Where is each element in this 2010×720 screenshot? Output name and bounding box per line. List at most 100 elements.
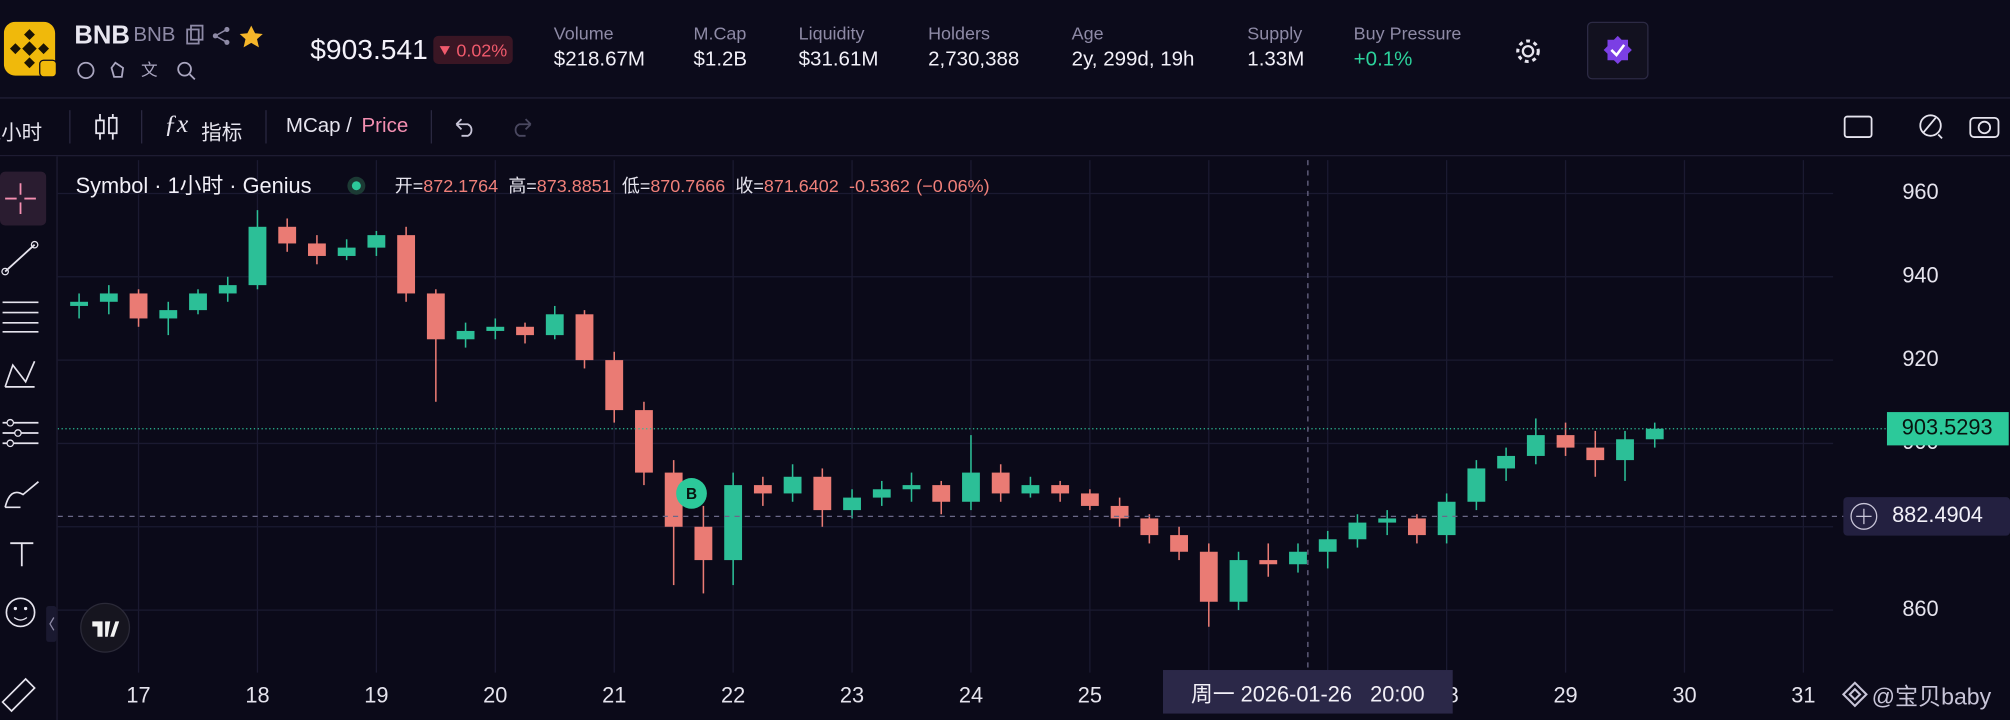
legend-label: 高= xyxy=(508,176,536,196)
drawing-tools[interactable] xyxy=(0,167,57,720)
x-tick-label: 22 xyxy=(721,683,745,708)
status-dot-inner xyxy=(351,181,361,191)
candle-body xyxy=(70,301,89,306)
token-links[interactable]: 文 xyxy=(74,59,202,82)
token-chain: BNB xyxy=(133,24,176,47)
candle-body xyxy=(1616,439,1634,461)
candle-body xyxy=(1140,518,1159,536)
stat-value: $218.67M xyxy=(553,48,646,71)
candle-body xyxy=(308,243,326,256)
x-tick-label: 25 xyxy=(1078,683,1102,708)
x-tick-label: 21 xyxy=(602,683,626,708)
candle-body xyxy=(724,485,743,561)
candle-body xyxy=(456,330,475,340)
candle-body xyxy=(367,235,386,248)
indicators-button[interactable]: 指标 xyxy=(201,122,243,145)
candle-body xyxy=(248,226,267,286)
stat-label: Liquidity xyxy=(798,23,865,44)
y-tick-label: 860 xyxy=(1902,596,1938,621)
trade-marker-label: B xyxy=(686,486,697,503)
add-alert-button[interactable] xyxy=(1850,502,1878,530)
divider xyxy=(141,110,143,144)
chart-legend: Symbol · 1小时 · Genius 开=872.1764 高=873.885… xyxy=(76,173,990,198)
candle-body xyxy=(1645,428,1664,440)
candle-body xyxy=(962,472,980,502)
price-button[interactable]: Price xyxy=(361,115,409,138)
candle-body xyxy=(189,293,207,311)
legend-value: 872.1764 xyxy=(423,176,498,196)
divider xyxy=(265,110,267,144)
stat-value: +0.1% xyxy=(1353,48,1413,71)
candle-body xyxy=(1259,560,1278,565)
tradingview-logo[interactable] xyxy=(79,602,131,653)
candle-body xyxy=(783,476,802,494)
interval-button[interactable]: 1小时 xyxy=(0,122,43,145)
candle-body xyxy=(1407,518,1426,536)
token-actions[interactable] xyxy=(185,24,267,50)
candle-body xyxy=(1556,435,1575,448)
candle-body xyxy=(1289,551,1307,565)
candle-body xyxy=(159,310,178,319)
candle-body xyxy=(575,314,594,361)
legend-value: 870.7666 xyxy=(650,176,725,196)
toolbar-right[interactable] xyxy=(1841,110,2008,143)
candle-body xyxy=(1199,551,1218,602)
header-bar xyxy=(0,0,2010,99)
candle-body xyxy=(1437,501,1456,536)
crosshair-time-box xyxy=(1163,670,1453,714)
verified-button[interactable] xyxy=(1586,21,1649,80)
candle-body xyxy=(397,235,416,294)
candle-body xyxy=(129,293,148,319)
x-tick-label: 17 xyxy=(126,683,150,708)
stat-label: Age xyxy=(1071,23,1104,44)
svg-text:文: 文 xyxy=(141,61,158,80)
chart-type-button[interactable] xyxy=(92,111,120,142)
candle-body xyxy=(813,476,832,511)
legend-value: 871.6402 xyxy=(764,176,839,196)
legend-label: 低= xyxy=(622,176,650,196)
stat-label: Supply xyxy=(1247,23,1303,44)
x-tick-label: 19 xyxy=(364,683,388,708)
add-alert-plus xyxy=(1856,508,1872,525)
watermark: @宝贝baby xyxy=(1871,684,1992,710)
candle-body xyxy=(1348,522,1367,540)
candle-body xyxy=(1080,493,1099,506)
legend-label: 开= xyxy=(395,176,423,196)
candle-body xyxy=(1586,447,1605,461)
x-tick-label: 29 xyxy=(1553,683,1577,708)
candle-body xyxy=(545,314,564,336)
candle-body xyxy=(337,247,356,256)
divider xyxy=(430,110,433,144)
mcap-button[interactable]: MCap xyxy=(285,115,341,138)
legend-label: 收= xyxy=(735,176,763,196)
candle-body xyxy=(1467,468,1486,502)
undo-redo[interactable] xyxy=(451,114,536,140)
settings-button[interactable] xyxy=(1514,37,1542,65)
x-tick-label: 20 xyxy=(483,683,507,708)
candle-body xyxy=(694,526,713,561)
candle-body xyxy=(1497,455,1516,469)
last-price-label: 903.5293 xyxy=(1902,414,1993,439)
x-tick-label: 23 xyxy=(840,683,864,708)
legend-change-pct: (−0.06%) xyxy=(916,176,989,196)
candle-body xyxy=(872,489,891,498)
candle-body xyxy=(1229,560,1248,602)
change-badge: 0.02% xyxy=(433,35,513,65)
y-tick-label: 940 xyxy=(1902,263,1938,288)
candle-body xyxy=(1526,435,1545,456)
stat-value: 1.33M xyxy=(1247,48,1305,71)
candle-body xyxy=(1051,485,1070,494)
candle-body xyxy=(486,326,505,331)
candle-body xyxy=(516,326,534,336)
last-price-tag xyxy=(1886,412,2009,446)
stat-label: M.Cap xyxy=(693,23,747,44)
chart-title: Symbol · 1小时 · Genius xyxy=(76,173,312,198)
y-tick-label: 960 xyxy=(1902,179,1938,204)
candle-body xyxy=(605,360,624,411)
candle-body xyxy=(843,497,861,511)
stat-label: Buy Pressure xyxy=(1353,23,1462,44)
candle-body xyxy=(1318,539,1337,552)
